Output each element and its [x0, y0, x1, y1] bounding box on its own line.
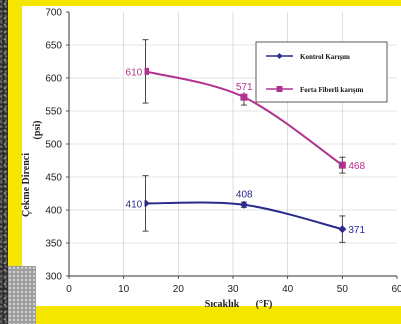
x-tick-label: 50	[337, 284, 349, 295]
y-tick-label: 400	[45, 206, 62, 217]
y-axis-unit: (psi)	[32, 121, 43, 140]
data-label-bg	[234, 81, 255, 93]
series-1: 410 408 371	[124, 175, 368, 243]
x-tick-label: 20	[173, 284, 185, 295]
x-tick-label: 30	[227, 284, 239, 295]
legend-label-1: Kontrol Karışım	[300, 53, 350, 61]
y-tick-labels: 300 350 400 450 500 550 600 650 700	[45, 8, 62, 283]
data-label: 571	[236, 82, 253, 93]
data-label: 371	[348, 225, 365, 236]
x-tick-labels: 0 10 20 30 40 50 60	[66, 284, 401, 295]
axes	[66, 11, 398, 279]
data-point	[240, 93, 248, 101]
y-tick-label: 650	[45, 41, 62, 52]
x-tick-label: 10	[118, 284, 130, 295]
series-2: 610 571 468	[124, 39, 368, 174]
y-tick-label: 450	[45, 173, 62, 184]
y-tick-label: 350	[45, 239, 62, 250]
legend-marker-1	[276, 53, 283, 59]
data-label-bg	[347, 224, 368, 236]
x-axis-label: Sıcaklık	[205, 299, 240, 310]
background-texture	[8, 266, 36, 324]
x-axis-unit: (°F)	[256, 299, 273, 310]
legend-label-2: Forta Fiberli karışım	[300, 86, 364, 94]
data-label-bg	[234, 188, 255, 200]
y-tick-label: 700	[45, 8, 62, 19]
x-tick-label: 60	[391, 284, 401, 295]
x-tick-label: 0	[66, 284, 72, 295]
data-point	[239, 200, 248, 209]
y-tick-label: 600	[45, 74, 62, 85]
y-tick-label: 500	[45, 140, 62, 151]
data-point	[338, 161, 346, 169]
y-axis-label: Çekme Direnci	[21, 153, 32, 217]
plot-area: 410 408 371 610 571 468	[124, 39, 368, 243]
data-label: 610	[126, 67, 143, 78]
data-point	[338, 225, 347, 234]
y-tick-label: 550	[45, 107, 62, 118]
data-label-bg	[124, 198, 145, 210]
legend-marker-2	[276, 86, 283, 92]
data-label: 410	[126, 199, 143, 210]
x-tick-label: 40	[282, 284, 294, 295]
y-tick-label: 300	[45, 272, 62, 283]
data-point	[142, 67, 150, 75]
legend: Kontrol Karışım Forta Fiberli karışım	[255, 41, 388, 103]
data-label-bg	[124, 66, 145, 78]
data-label: 468	[348, 161, 365, 172]
data-label-bg	[347, 160, 368, 172]
data-label: 408	[236, 190, 253, 201]
